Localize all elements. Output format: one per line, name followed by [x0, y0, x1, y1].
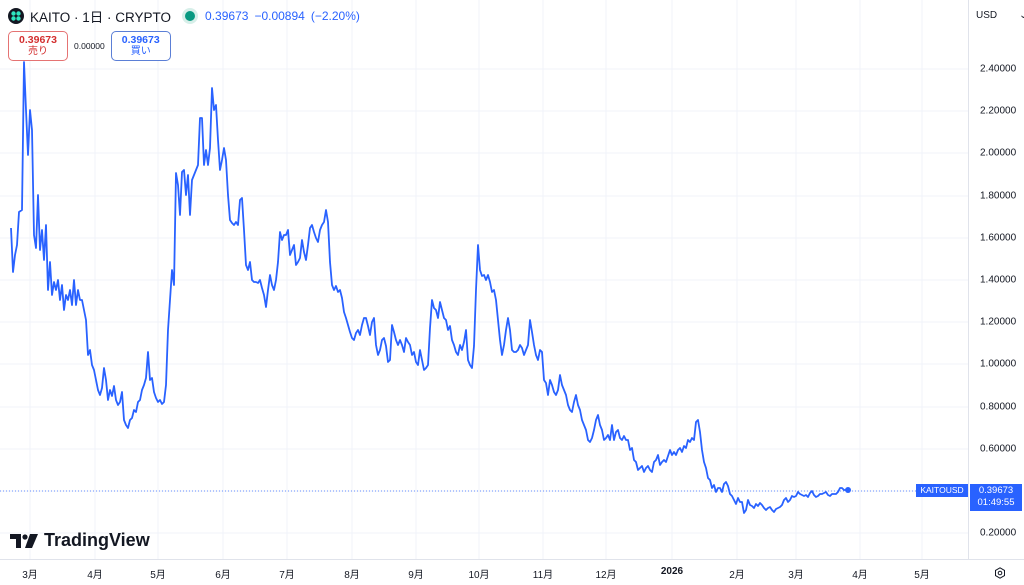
x-label: 8月 — [344, 570, 360, 581]
price-axis[interactable] — [968, 0, 1024, 560]
sell-label: 売り — [28, 46, 48, 57]
last-price-tag-value: 0.39673 — [978, 485, 1014, 496]
symbol-title[interactable]: KAITO · 1日 · CRYPTO — [30, 10, 172, 25]
y-label: 0.20000 — [980, 527, 1017, 539]
trade-panel: 0.39673 売り 0.00000 0.39673 買い — [8, 31, 171, 61]
x-label: 2月 — [729, 570, 745, 581]
x-label: 3月 — [788, 570, 804, 581]
x-label: 11月 — [532, 570, 554, 581]
y-label: 2.40000 — [980, 63, 1017, 75]
grid-lines — [0, 0, 968, 559]
symbol-price-tag: KAITOUSD — [916, 484, 968, 497]
tradingview-wordmark: TradingView — [44, 530, 150, 550]
tradingview-logo-icon — [10, 533, 38, 548]
sell-price: 0.39673 — [19, 34, 57, 46]
x-label: 10月 — [468, 570, 490, 581]
y-label: 1.80000 — [980, 190, 1017, 202]
x-label: 4月 — [87, 570, 103, 581]
price-change: −0.00894 — [254, 9, 305, 23]
y-label: 0.60000 — [980, 443, 1017, 455]
market-status-icon — [185, 11, 196, 21]
y-label: 0.80000 — [980, 401, 1017, 413]
last-price-dot — [845, 487, 851, 493]
y-label: 1.00000 — [980, 358, 1017, 370]
chevron-down-icon: ⌄ — [1019, 10, 1024, 21]
x-label-year: 2026 — [660, 566, 684, 577]
x-label: 3月 — [22, 570, 38, 581]
currency-selector[interactable]: USD ⌄ — [976, 10, 1024, 21]
x-label: 6月 — [215, 570, 231, 581]
y-label: 2.20000 — [980, 105, 1017, 117]
tradingview-logo[interactable]: TradingView — [10, 530, 150, 551]
price-chart[interactable] — [0, 0, 968, 559]
chart-header: KAITO · 1日 · CRYPTO 0.39673 −0.00894 (−2… — [8, 6, 360, 26]
settings-icon[interactable] — [994, 566, 1006, 579]
last-price: 0.39673 — [205, 9, 249, 23]
price-info: 0.39673 −0.00894 (−2.20%) — [205, 9, 360, 23]
x-label: 5月 — [914, 570, 930, 581]
y-label: 1.60000 — [980, 232, 1017, 244]
x-label: 9月 — [408, 570, 424, 581]
x-label: 12月 — [595, 570, 617, 581]
price-change-pct: (−2.20%) — [310, 9, 360, 23]
x-label: 5月 — [150, 570, 166, 581]
currency-label: USD — [976, 10, 998, 21]
price-line — [10, 61, 846, 514]
time-axis[interactable] — [0, 559, 1024, 585]
y-label: 1.40000 — [980, 274, 1017, 286]
bar-countdown: 01:49:55 — [977, 497, 1015, 508]
buy-button[interactable]: 0.39673 買い — [110, 31, 171, 61]
buy-price: 0.39673 — [121, 34, 160, 46]
x-label: 4月 — [852, 570, 868, 581]
y-label: 1.20000 — [980, 316, 1017, 328]
last-price-tag: 0.39673 01:49:55 — [970, 484, 1022, 511]
sell-button[interactable]: 0.39673 売り — [8, 31, 68, 61]
x-label: 7月 — [279, 570, 295, 581]
buy-label: 買い — [130, 46, 151, 57]
kaito-logo-icon — [8, 8, 24, 24]
spread-value: 0.00000 — [74, 41, 105, 51]
y-label: 2.00000 — [980, 147, 1017, 159]
